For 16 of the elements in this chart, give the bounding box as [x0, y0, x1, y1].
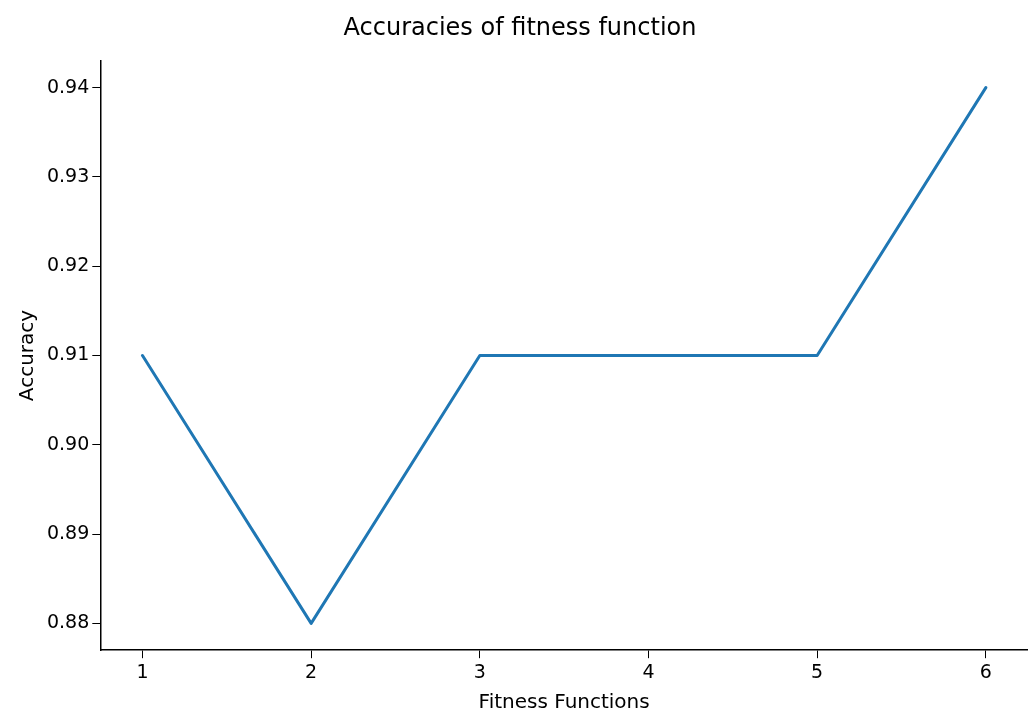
- x-axis-title: Fitness Functions: [478, 689, 650, 714]
- chart-title: Accuracies of fitness function: [343, 12, 697, 41]
- y-tick-label: 0.90: [46, 431, 90, 454]
- y-tick-label: 0.89: [46, 521, 90, 544]
- x-tick-label: 3: [473, 659, 486, 682]
- x-tick-label: 6: [979, 659, 992, 682]
- y-tick-label: 0.92: [46, 253, 90, 276]
- x-tick-label: 5: [811, 659, 824, 682]
- y-tick-label: 0.88: [46, 610, 90, 633]
- y-axis-title: Accuracy: [14, 309, 39, 402]
- y-tick-label: 0.91: [46, 342, 90, 365]
- y-tick-label: 0.93: [46, 163, 90, 186]
- y-tick-label: 0.94: [46, 74, 90, 97]
- x-tick-label: 1: [136, 659, 149, 682]
- x-tick-label: 4: [642, 659, 655, 682]
- x-tick-label: 2: [305, 659, 318, 682]
